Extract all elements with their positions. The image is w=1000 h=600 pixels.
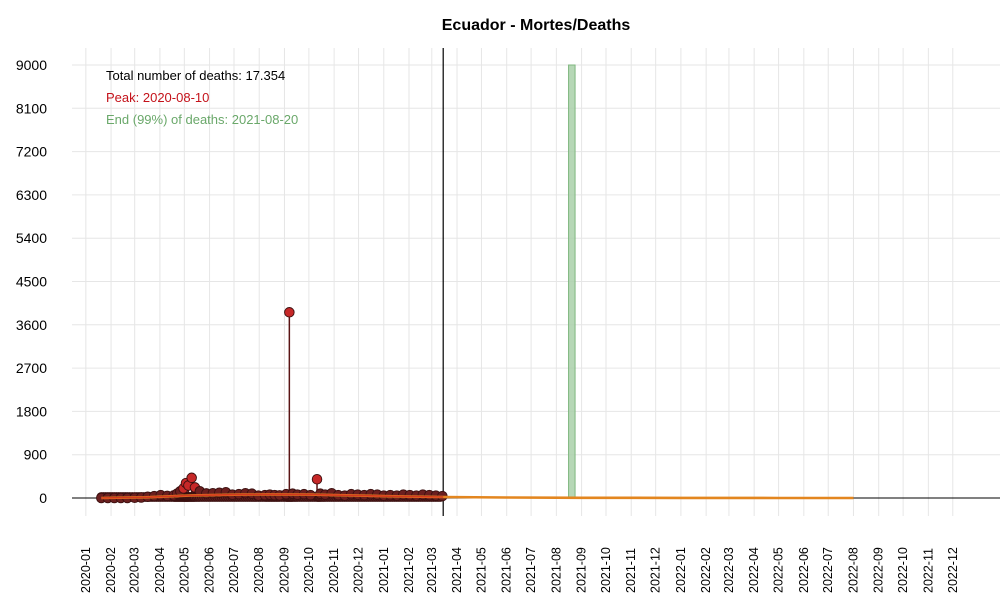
x-tick-label: 2021-08 [549,547,563,593]
x-tick-label: 2021-03 [425,547,439,593]
y-tick-label: 2700 [16,360,47,376]
y-tick-label: 6300 [16,187,47,203]
x-tick-label: 2020-10 [302,547,316,593]
y-tick-label: 5400 [16,230,47,246]
x-tick-label: 2020-12 [352,547,366,593]
observed-point [311,473,323,485]
x-tick-label: 2022-01 [674,547,688,593]
observed-point [186,472,197,484]
x-tick-label: 2022-10 [896,547,910,593]
x-tick-label: 2021-01 [377,547,391,593]
observed-point [284,307,295,318]
y-tick-label: 1800 [16,403,47,419]
x-tick-label: 2022-11 [921,548,935,593]
x-tick-label: 2020-08 [252,547,266,593]
x-tick-label: 2022-02 [699,547,713,593]
end-annotation: End (99%) of deaths: 2021-08-20 [106,112,298,127]
x-tick-label: 2020-11 [327,548,341,593]
x-tick-label: 2022-07 [821,547,835,593]
chart-title: Ecuador - Mortes/Deaths [442,17,631,34]
x-tick-label: 2021-05 [474,547,488,593]
x-tick-label: 2020-03 [128,547,142,593]
x-tick-label: 2020-07 [227,547,241,593]
x-tick-label: 2022-04 [747,547,761,593]
x-tick-label: 2022-03 [722,547,736,593]
y-tick-label: 900 [24,447,48,463]
x-tick-label: 2020-05 [177,547,191,593]
x-tick-label: 2021-02 [402,547,416,593]
x-tick-label: 2022-12 [946,547,960,593]
end-band-rect [568,64,576,499]
x-tick-label: 2020-06 [203,547,217,593]
x-tick-label: 2021-09 [575,547,589,593]
y-tick-label: 0 [39,490,47,506]
x-tick-label: 2021-07 [524,547,538,593]
x-tick-label: 2020-01 [79,547,93,593]
x-tick-label: 2022-08 [846,547,860,593]
y-tick-label: 8100 [16,100,47,116]
fitted-curve-series [101,493,854,500]
total-deaths-annotation: Total number of deaths: 17.354 [106,68,285,83]
x-tick-label: 2021-10 [599,547,613,593]
y-tick-label: 3600 [16,317,47,333]
x-tick-label: 2020-02 [104,547,118,593]
peak-annotation: Peak: 2020-08-10 [106,90,209,105]
x-tick-labels: 2020-01 2020-02 2020-03 2020-04 2020-05 2020-… [79,547,960,593]
y-tick-label: 7200 [16,144,47,160]
y-tick-labels: 0 900 1800 2700 3600 4500 5400 6300 7200 8100 9000 [16,57,47,506]
y-tick-label: 9000 [16,57,47,73]
x-tick-label: 2021-06 [500,547,514,593]
x-tick-label: 2021-12 [649,547,663,593]
x-tick-label: 2022-05 [772,547,786,593]
x-tick-label: 2020-04 [153,547,167,593]
x-tick-label: 2021-11 [624,548,638,593]
x-tick-label: 2022-06 [797,547,811,593]
fitted-curve-observed-segment [101,493,444,499]
x-tick-label: 2021-04 [450,547,464,593]
x-tick-label: 2022-09 [872,547,886,593]
y-tick-label: 4500 [16,274,47,290]
x-tick-label: 2020-09 [277,547,291,593]
end-of-deaths-band [568,64,576,499]
